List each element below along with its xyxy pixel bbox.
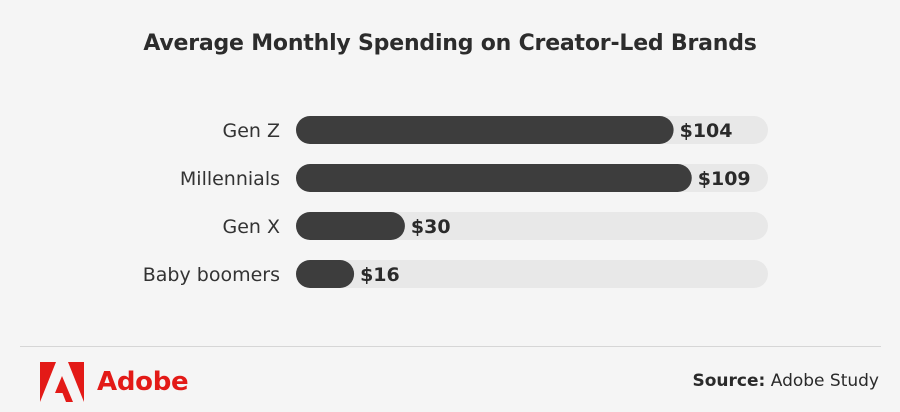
chart-title: Average Monthly Spending on Creator-Led … xyxy=(143,31,757,56)
brand-name: Adobe xyxy=(97,367,189,397)
category-label: Gen Z xyxy=(222,120,280,142)
bar xyxy=(296,164,692,192)
category-label: Millennials xyxy=(180,168,280,190)
value-label: $104 xyxy=(680,120,733,142)
category-label: Baby boomers xyxy=(143,264,280,286)
value-label: $30 xyxy=(411,216,451,238)
bar-track xyxy=(296,260,768,288)
bar xyxy=(296,116,674,144)
adobe-logo-icon xyxy=(40,362,84,402)
brand-lockup: Adobe xyxy=(40,362,189,402)
source-value: Adobe Study xyxy=(770,371,879,391)
value-label: $16 xyxy=(360,264,400,286)
bar-track xyxy=(296,212,768,240)
bar xyxy=(296,260,355,288)
value-label: $109 xyxy=(698,168,751,190)
category-label: Gen X xyxy=(222,216,280,238)
bar xyxy=(296,212,405,240)
source-label: Source: xyxy=(692,371,766,391)
footer-divider xyxy=(20,346,881,347)
source-note: Source: Adobe Study xyxy=(693,371,880,391)
